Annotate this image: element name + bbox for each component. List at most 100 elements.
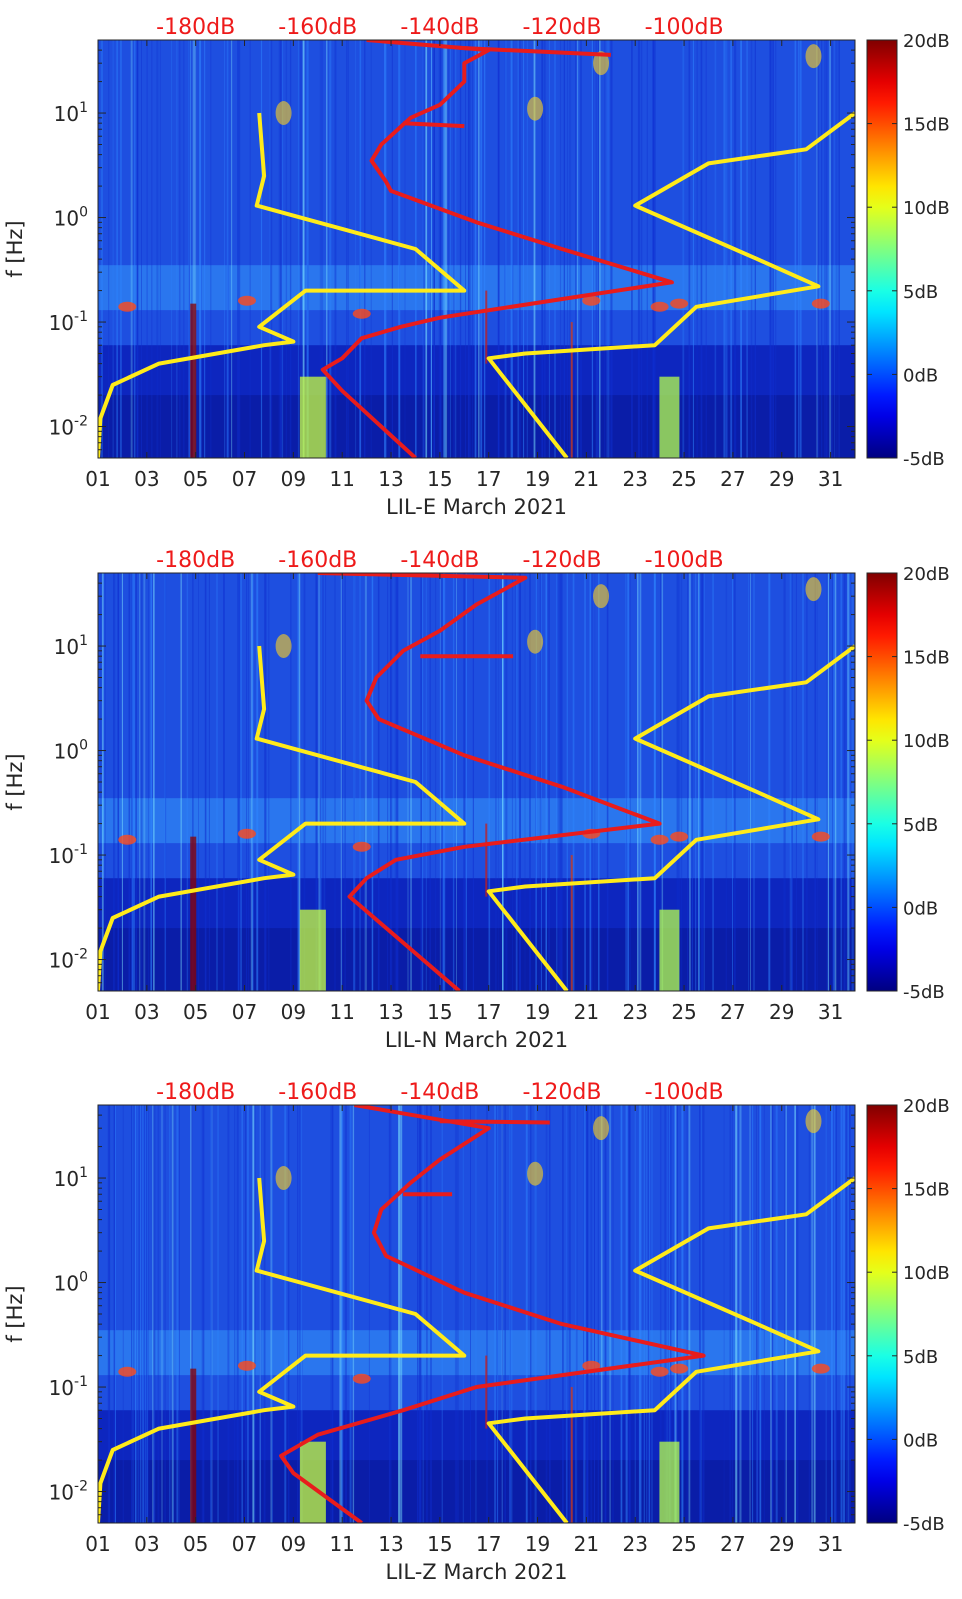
colorbar-tick-label: 10dB (903, 731, 950, 752)
y-tick-label: 10-1 (49, 842, 88, 868)
x-tick-label: 19 (525, 1000, 550, 1024)
x-tick-label: 01 (85, 1532, 110, 1556)
colorbar-tick-label: -5dB (903, 1514, 945, 1535)
colorbar-tick-label: 0dB (903, 1430, 938, 1451)
x-tick-label: 09 (281, 1532, 306, 1556)
colorbar-tick-label: 20dB (903, 1096, 950, 1117)
x-tick-label: 15 (427, 1532, 452, 1556)
series-line (279, 1105, 706, 1523)
top-db-label: -100dB (645, 15, 724, 40)
x-tick-label: 01 (85, 467, 110, 491)
top-db-label: -180dB (156, 1080, 235, 1105)
x-tick-label: 23 (622, 467, 647, 491)
x-tick-label: 05 (183, 467, 208, 491)
colorbar: 20dB 15dB 10dB 5dB 0dB -5dB (866, 1096, 950, 1535)
x-tick-label: 07 (232, 1000, 257, 1024)
x-tick-label: 31 (818, 1532, 843, 1556)
x-tick-label: 03 (134, 1532, 159, 1556)
x-tick-label: 23 (622, 1000, 647, 1024)
series-line (98, 112, 467, 458)
x-tick-label: 15 (427, 467, 452, 491)
series-line (439, 1119, 550, 1125)
y-tick-label: 100 (54, 1270, 88, 1296)
y-tick-label: 10-1 (49, 309, 88, 335)
x-tick-label: 17 (476, 1000, 501, 1024)
x-axis-label: LIL-N March 2021 (385, 1028, 568, 1052)
y-tick-label: 10-2 (49, 414, 88, 440)
y-tick-label: 101 (54, 100, 88, 126)
spectrogram (98, 40, 855, 458)
x-tick-label: 25 (671, 1000, 696, 1024)
top-db-label: -140dB (400, 548, 479, 573)
x-tick-label: 01 (85, 1000, 110, 1024)
panel-3: 01 03 05 07 09 11 13 15 17 19 21 23 25 27 29 31 LIL-Z Ma… (3, 1080, 950, 1584)
x-tick-label: 27 (720, 467, 745, 491)
series-line (486, 644, 855, 991)
x-tick-label: 29 (769, 467, 794, 491)
top-db-label: -100dB (645, 548, 724, 573)
x-tick-label: 07 (232, 1532, 257, 1556)
y-tick-label: 101 (54, 1165, 88, 1191)
series-line (459, 45, 611, 57)
panel-2: 01 03 05 07 09 11 13 15 17 19 21 23 25 27 29 31 LIL-N Ma… (3, 548, 950, 1052)
x-tick-label: 05 (183, 1532, 208, 1556)
spectrogram (98, 1105, 855, 1523)
colorbar-tick-label: 5dB (903, 282, 938, 303)
series-line (403, 121, 465, 129)
series-line (98, 645, 467, 991)
series-line (486, 111, 855, 458)
colorbar: 20dB 15dB 10dB 5dB 0dB -5dB (866, 564, 950, 1003)
x-tick-label: 21 (574, 467, 599, 491)
colorbar-tick-label: 20dB (903, 564, 950, 585)
x-tick-label: 11 (329, 467, 354, 491)
x-tick-label: 21 (574, 1532, 599, 1556)
colorbar-tick-label: 20dB (903, 31, 950, 52)
panel-1: 01 03 05 07 09 11 13 15 17 19 21 23 25 27 29 31 LIL-E Ma… (3, 15, 950, 519)
x-tick-label: 03 (134, 1000, 159, 1024)
series-line (486, 1176, 855, 1523)
colorbar-tick-label: 0dB (903, 365, 938, 386)
x-tick-label: 13 (378, 1532, 403, 1556)
top-db-label: -120dB (522, 1080, 601, 1105)
x-tick-label: 17 (476, 467, 501, 491)
colorbar-tick-label: -5dB (903, 449, 945, 470)
x-axis-label: LIL-E March 2021 (386, 495, 567, 519)
y-axis-label: f [Hz] (3, 753, 27, 810)
y-tick-label: 100 (54, 738, 88, 764)
y-axis-label: f [Hz] (3, 220, 27, 277)
colorbar: 20dB 15dB 10dB 5dB 0dB -5dB (866, 31, 950, 470)
x-tick-label: 29 (769, 1532, 794, 1556)
spectrogram (98, 573, 855, 991)
colorbar-tick-label: 5dB (903, 1347, 938, 1368)
y-tick-label: 10-2 (49, 947, 88, 973)
x-tick-label: 21 (574, 1000, 599, 1024)
x-tick-label: 27 (720, 1532, 745, 1556)
series-line (98, 1177, 467, 1523)
x-tick-label: 29 (769, 1000, 794, 1024)
x-tick-label: 03 (134, 467, 159, 491)
top-db-label: -100dB (645, 1080, 724, 1105)
y-axis-label: f [Hz] (3, 1285, 27, 1342)
colorbar-tick-label: 15dB (903, 1180, 950, 1201)
colorbar-tick-label: 15dB (903, 648, 950, 669)
y-tick-label: 101 (54, 633, 88, 659)
y-tick-label: 100 (54, 205, 88, 231)
top-db-label: -160dB (278, 15, 357, 40)
colorbar-tick-label: -5dB (903, 982, 945, 1003)
y-tick-label: 10-1 (49, 1374, 88, 1400)
x-tick-label: 31 (818, 467, 843, 491)
top-db-label: -160dB (278, 1080, 357, 1105)
x-tick-label: 11 (329, 1532, 354, 1556)
top-db-label: -120dB (522, 15, 601, 40)
colorbar-tick-label: 10dB (903, 198, 950, 219)
x-tick-label: 25 (671, 467, 696, 491)
x-tick-label: 15 (427, 1000, 452, 1024)
x-tick-label: 19 (525, 1532, 550, 1556)
x-tick-label: 25 (671, 1532, 696, 1556)
top-db-label: -180dB (156, 548, 235, 573)
x-tick-label: 13 (378, 467, 403, 491)
x-tick-label: 31 (818, 1000, 843, 1024)
top-db-label: -180dB (156, 15, 235, 40)
top-db-label: -140dB (400, 1080, 479, 1105)
